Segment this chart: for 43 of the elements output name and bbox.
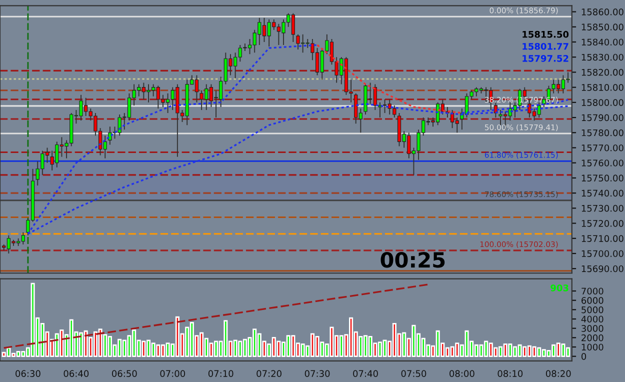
- x-tick-label: 07:20: [256, 370, 282, 378]
- x-tick-label: 08:00: [450, 370, 474, 378]
- annotation: 15801.77: [522, 42, 568, 50]
- y-tick-label: 1000: [582, 344, 604, 351]
- y-tick-label: 4000: [581, 316, 604, 323]
- x-tick-label: 06:30: [16, 370, 40, 378]
- y-tick-label: 2000: [582, 334, 604, 342]
- x-tick-label: 08:20: [546, 370, 571, 378]
- y-tick-label: 15850.00: [582, 24, 624, 30]
- y-tick-label: 3000: [582, 325, 604, 332]
- y-tick-label: 6000: [582, 297, 604, 304]
- y-tick-label: 15830.00: [582, 54, 624, 61]
- y-tick-label: 15690.00: [582, 265, 624, 272]
- y-tick-label: 15860.00: [582, 8, 624, 16]
- annotation: 903: [550, 284, 568, 292]
- y-tick-label: 15780.00: [582, 129, 624, 136]
- y-tick-label: 15730.00: [582, 204, 624, 212]
- y-tick-label: 7000: [582, 288, 604, 295]
- y-tick-label: 15790.00: [582, 114, 624, 122]
- x-tick-label: 07:30: [304, 370, 330, 378]
- y-tick-label: 15720.00: [582, 220, 624, 227]
- x-tick-label: 06:50: [112, 370, 137, 378]
- y-tick-label: 15840.00: [582, 38, 624, 46]
- y-tick-label: 15750.00: [582, 174, 624, 182]
- y-tick-label: 15700.00: [582, 250, 624, 258]
- y-tick-label: 5000: [582, 306, 604, 314]
- x-tick-label: 07:40: [353, 370, 378, 378]
- x-tick-label: 06:40: [64, 370, 89, 378]
- y-tick-label: 0: [582, 353, 586, 360]
- y-tick-label: 15740.00: [582, 190, 624, 197]
- x-tick-label: 07:10: [208, 370, 234, 378]
- y-tick-label: 15810.00: [582, 84, 624, 91]
- x-tick-label: 07:50: [401, 370, 426, 378]
- annotation: 15797.52: [522, 55, 568, 62]
- annotation: 00:25: [380, 252, 445, 268]
- x-tick-label: 08:10: [498, 370, 523, 378]
- y-tick-label: 15770.00: [582, 144, 624, 152]
- annotation: 15815.50: [522, 30, 569, 38]
- y-tick-label: 15760.00: [582, 160, 624, 166]
- y-tick-label: 15800.00: [582, 99, 624, 106]
- y-tick-label: 15820.00: [582, 68, 624, 76]
- x-tick-label: 07:00: [160, 370, 186, 378]
- y-tick-label: 15710.00: [582, 235, 624, 242]
